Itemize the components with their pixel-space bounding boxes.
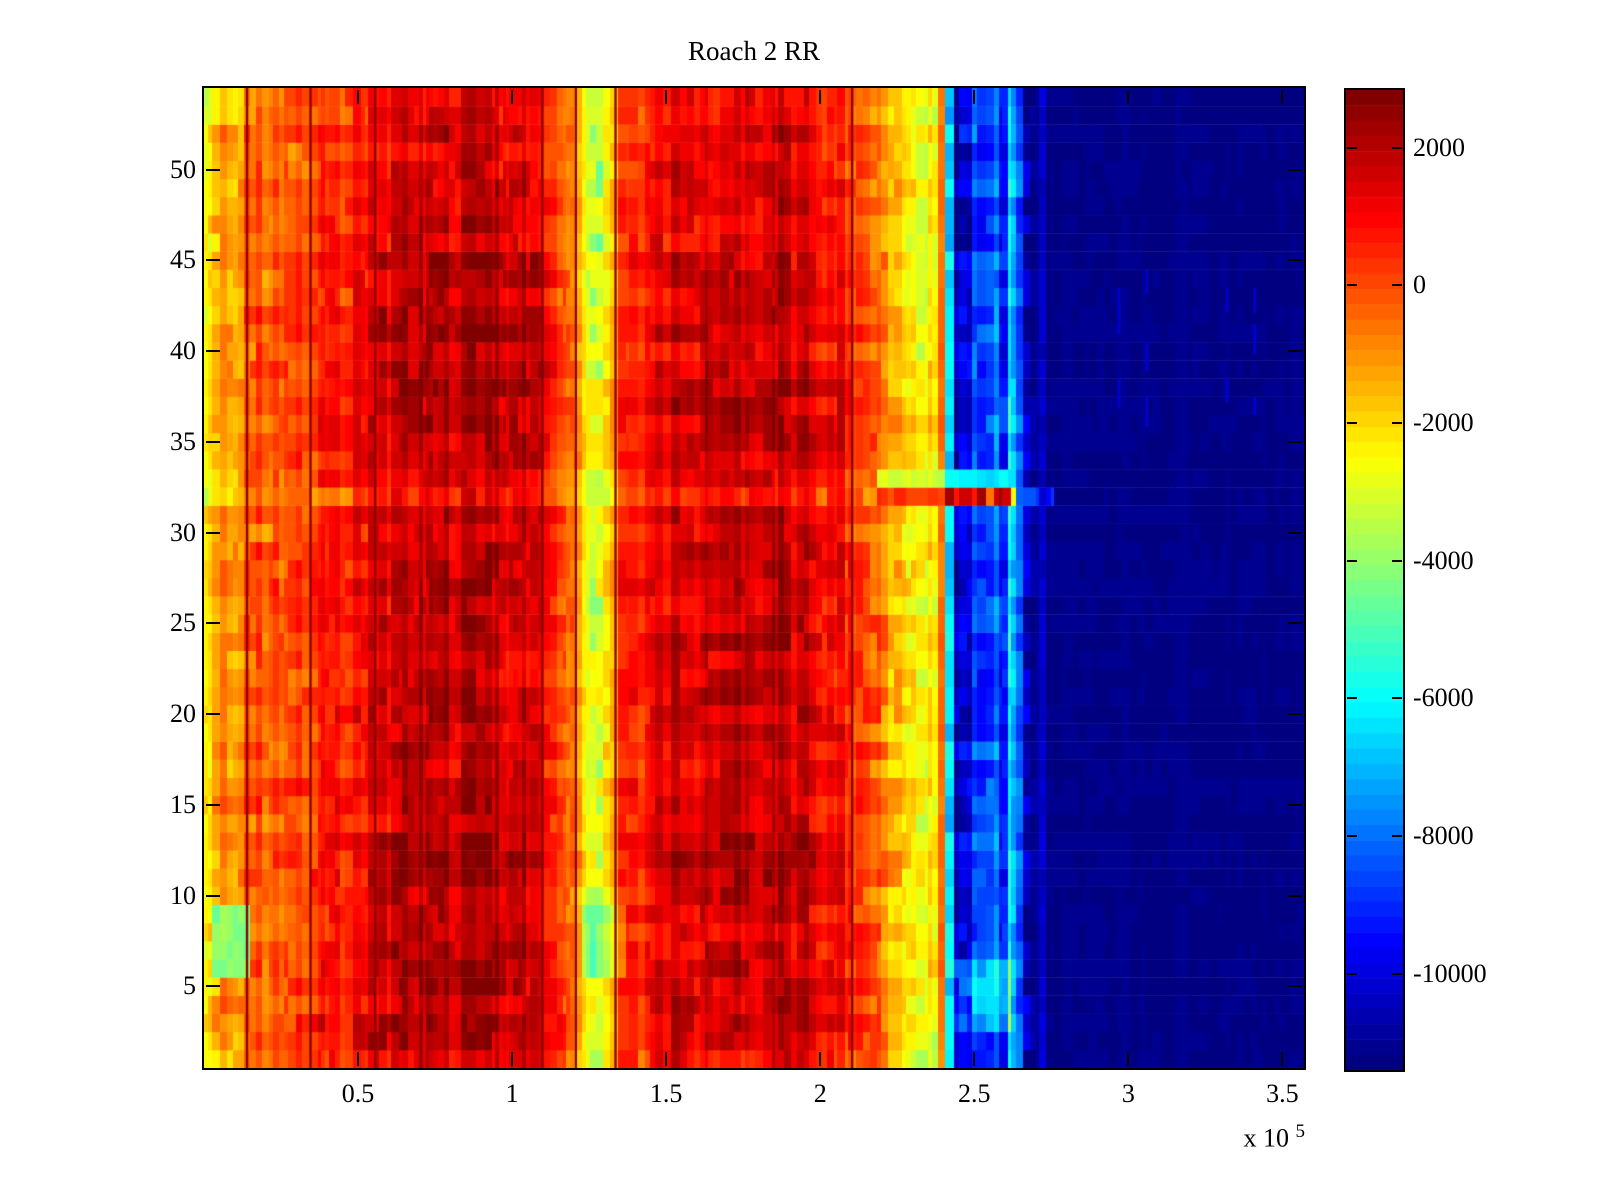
colorbar-tick-right xyxy=(1392,835,1402,837)
y-axis-tick-label: 35 xyxy=(170,426,196,456)
x-axis-tick-top xyxy=(1281,90,1284,104)
y-axis-tick-label: 10 xyxy=(170,880,196,910)
colorbar-tick-label: -8000 xyxy=(1413,821,1474,850)
x-axis-exponent-prefix: x 10 xyxy=(1243,1123,1290,1153)
y-axis-tick-right xyxy=(1288,803,1302,806)
y-axis-tick xyxy=(206,531,220,534)
plot-border xyxy=(202,86,1306,1070)
colorbar-tick xyxy=(1347,697,1357,700)
y-axis-tick xyxy=(206,440,220,443)
x-axis-tick xyxy=(1281,1052,1284,1066)
x-axis-tick-label: 1.5 xyxy=(649,1079,683,1108)
x-axis-tick xyxy=(665,1052,668,1066)
colorbar-tick-right xyxy=(1392,697,1402,700)
x-axis-exponent-sup: 5 xyxy=(1295,1121,1306,1142)
x-axis-tick-label: 1 xyxy=(505,1079,519,1108)
x-axis-tick xyxy=(819,1052,822,1066)
colorbar-tick-right xyxy=(1392,972,1402,975)
colorbar xyxy=(1346,90,1403,1070)
y-axis-tick xyxy=(206,985,220,988)
colorbar-tick-right xyxy=(1392,559,1402,562)
plot-title: Roach 2 RR xyxy=(688,36,820,66)
y-axis-tick-label: 25 xyxy=(170,608,196,638)
x-axis-tick-top xyxy=(665,90,668,104)
x-axis-tick xyxy=(1127,1052,1130,1066)
colorbar-tick-label: -2000 xyxy=(1413,408,1474,438)
colorbar-tick xyxy=(1347,284,1357,287)
y-axis-tick-right xyxy=(1288,168,1302,171)
x-axis-tick-label: 2 xyxy=(813,1079,827,1108)
colorbar-border xyxy=(1344,88,1405,1072)
y-axis-tick xyxy=(206,894,220,897)
y-axis-tick-right xyxy=(1288,440,1302,443)
y-axis-tick-right xyxy=(1288,531,1302,534)
x-axis-tick-top xyxy=(357,90,360,104)
y-axis-tick-label: 45 xyxy=(170,245,196,275)
y-axis-tick-label: 20 xyxy=(170,699,196,729)
y-axis-tick-right xyxy=(1288,350,1302,353)
colorbar-tick-right xyxy=(1392,146,1402,149)
colorbar-tick-right xyxy=(1392,284,1402,287)
colorbar-tick-right xyxy=(1392,422,1402,425)
y-axis-tick-right xyxy=(1288,894,1302,897)
y-axis-tick-right xyxy=(1288,985,1302,988)
y-axis-tick xyxy=(206,803,220,806)
heatmap-image xyxy=(204,88,1304,1068)
x-axis-tick-label: 3 xyxy=(1121,1079,1135,1108)
colorbar-tick-label: -6000 xyxy=(1413,683,1474,713)
x-axis-tick xyxy=(973,1052,976,1066)
x-axis-tick-top xyxy=(511,90,514,104)
y-axis-tick-label: 40 xyxy=(170,336,196,366)
colorbar-tick xyxy=(1347,146,1357,149)
y-axis-tick-label: 50 xyxy=(170,154,196,184)
x-axis-tick-top xyxy=(819,90,822,104)
y-axis-tick-label: 15 xyxy=(170,789,196,819)
colorbar-tick-label: 2000 xyxy=(1413,132,1465,162)
x-axis-tick-top xyxy=(1127,90,1130,104)
colorbar-tick xyxy=(1347,972,1357,975)
y-axis-tick xyxy=(206,713,220,716)
x-axis-tick-top xyxy=(973,90,976,104)
x-axis-exponent-label: x 10 5 xyxy=(1140,1116,1306,1155)
colorbar-tick xyxy=(1347,422,1357,425)
colorbar-tick-label: -10000 xyxy=(1413,958,1487,988)
x-axis-tick-label: 3.5 xyxy=(1266,1079,1299,1108)
y-axis-tick-right xyxy=(1288,259,1302,262)
y-axis-tick xyxy=(206,350,220,353)
y-axis-tick-right xyxy=(1288,622,1302,625)
x-axis-tick xyxy=(357,1052,360,1066)
colorbar-tick-label: -4000 xyxy=(1413,545,1474,575)
y-axis-tick-label: 5 xyxy=(183,971,196,1001)
x-axis-tick-label: 0.5 xyxy=(341,1079,375,1108)
y-axis-tick xyxy=(206,622,220,625)
colorbar-tick-label: 0 xyxy=(1413,270,1426,300)
y-axis-tick xyxy=(206,168,220,171)
y-axis-tick xyxy=(206,259,220,262)
x-axis-tick xyxy=(511,1052,514,1066)
colorbar-tick xyxy=(1347,835,1357,837)
y-axis-tick-right xyxy=(1288,713,1302,716)
y-axis-tick-label: 30 xyxy=(170,517,196,547)
colorbar-tick xyxy=(1347,559,1357,562)
x-axis-tick-label: 2.5 xyxy=(958,1079,991,1108)
